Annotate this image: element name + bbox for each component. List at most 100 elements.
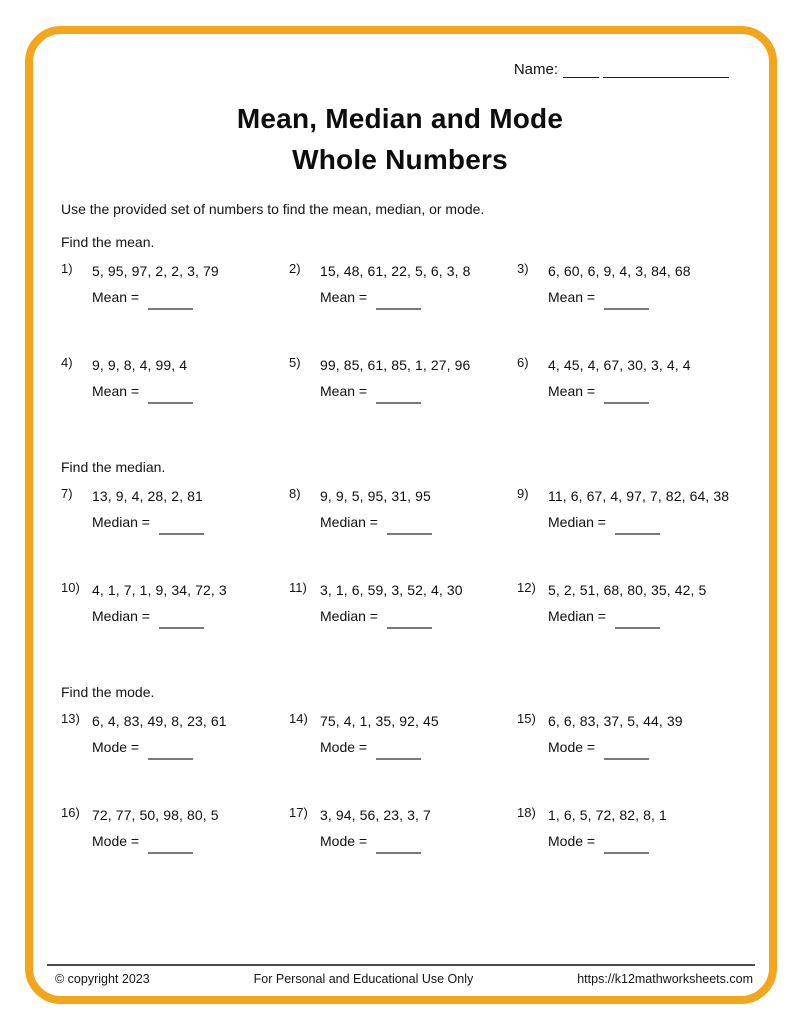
- answer-label: Mode =: [548, 833, 596, 849]
- answer-blank[interactable]: [148, 298, 194, 310]
- problem-5: 5) 99, 85, 61, 85, 1, 27, 96 Mean =: [289, 355, 517, 404]
- name-label: Name:: [513, 61, 558, 78]
- website-url: https://k12mathworksheets.com: [577, 972, 753, 986]
- number-set: 5, 95, 97, 2, 2, 3, 79: [92, 263, 219, 279]
- answer-label: Median =: [320, 608, 378, 624]
- problem-7: 7) 13, 9, 4, 28, 2, 81 Median =: [61, 486, 289, 535]
- problem-number: 7): [61, 486, 73, 501]
- answer-label: Median =: [92, 514, 150, 530]
- problem-13: 13) 6, 4, 83, 49, 8, 23, 61 Mode =: [61, 711, 289, 760]
- answer-blank[interactable]: [376, 298, 422, 310]
- answer-label: Mean =: [92, 289, 140, 305]
- number-set: 6, 60, 6, 9, 4, 3, 84, 68: [548, 263, 691, 279]
- number-set: 15, 48, 61, 22, 5, 6, 3, 8: [320, 263, 471, 279]
- problem-number: 6): [517, 355, 529, 370]
- problem-number: 17): [289, 805, 308, 820]
- answer-blank[interactable]: [148, 748, 194, 760]
- answer-blank[interactable]: [614, 523, 660, 535]
- problem-number: 4): [61, 355, 73, 370]
- answer-blank[interactable]: [386, 523, 432, 535]
- section-find-mode: Find the mode. 13) 6, 4, 83, 49, 8, 23, …: [61, 684, 739, 854]
- number-set: 4, 45, 4, 67, 30, 3, 4, 4: [548, 357, 691, 373]
- problem-16: 16) 72, 77, 50, 98, 80, 5 Mode =: [61, 805, 289, 854]
- worksheet-title: Mean, Median and Mode Whole Numbers: [61, 98, 739, 180]
- answer-label: Median =: [548, 608, 606, 624]
- problem-8: 8) 9, 9, 5, 95, 31, 95 Median =: [289, 486, 517, 535]
- problem-number: 13): [61, 711, 80, 726]
- number-set: 99, 85, 61, 85, 1, 27, 96: [320, 357, 471, 373]
- section-find-mean: Find the mean. 1) 5, 95, 97, 2, 2, 3, 79…: [61, 234, 739, 404]
- answer-label: Mode =: [548, 739, 596, 755]
- answer-label: Mean =: [548, 289, 596, 305]
- section-find-median: Find the median. 7) 13, 9, 4, 28, 2, 81 …: [61, 459, 739, 629]
- problem-number: 8): [289, 486, 301, 501]
- name-input-line[interactable]: [563, 60, 729, 78]
- problem-grid: 13) 6, 4, 83, 49, 8, 23, 61 Mode = 14) 7…: [61, 711, 739, 854]
- answer-blank[interactable]: [158, 617, 204, 629]
- number-set: 5, 2, 51, 68, 80, 35, 42, 5: [548, 582, 707, 598]
- section-heading: Find the mean.: [61, 234, 155, 250]
- answer-blank[interactable]: [604, 842, 650, 854]
- problem-18: 18) 1, 6, 5, 72, 82, 8, 1 Mode =: [517, 805, 739, 854]
- number-set: 1, 6, 5, 72, 82, 8, 1: [548, 807, 667, 823]
- number-set: 9, 9, 5, 95, 31, 95: [320, 488, 431, 504]
- answer-label: Mode =: [320, 739, 368, 755]
- problem-number: 14): [289, 711, 308, 726]
- footer-divider: [47, 964, 755, 966]
- problem-number: 11): [289, 580, 307, 595]
- problem-11: 11) 3, 1, 6, 59, 3, 52, 4, 30 Median =: [289, 580, 517, 629]
- problem-grid: 7) 13, 9, 4, 28, 2, 81 Median = 8) 9, 9,…: [61, 486, 739, 629]
- name-row: Name:: [61, 60, 739, 78]
- number-set: 72, 77, 50, 98, 80, 5: [92, 807, 219, 823]
- problem-15: 15) 6, 6, 83, 37, 5, 44, 39 Mode =: [517, 711, 739, 760]
- answer-blank[interactable]: [148, 392, 194, 404]
- answer-blank[interactable]: [604, 298, 650, 310]
- number-set: 6, 4, 83, 49, 8, 23, 61: [92, 713, 227, 729]
- answer-blank[interactable]: [376, 748, 422, 760]
- number-set: 13, 9, 4, 28, 2, 81: [92, 488, 203, 504]
- problem-10: 10) 4, 1, 7, 1, 9, 34, 72, 3 Median =: [61, 580, 289, 629]
- problem-number: 5): [289, 355, 301, 370]
- number-set: 6, 6, 83, 37, 5, 44, 39: [548, 713, 683, 729]
- problem-number: 10): [61, 580, 80, 595]
- answer-blank[interactable]: [148, 842, 194, 854]
- number-set: 3, 94, 56, 23, 3, 7: [320, 807, 431, 823]
- problem-number: 12): [517, 580, 536, 595]
- problem-4: 4) 9, 9, 8, 4, 99, 4 Mean =: [61, 355, 289, 404]
- problem-number: 16): [61, 805, 80, 820]
- answer-label: Mode =: [92, 739, 140, 755]
- answer-label: Mean =: [548, 383, 596, 399]
- answer-blank[interactable]: [386, 617, 432, 629]
- answer-label: Median =: [320, 514, 378, 530]
- problem-9: 9) 11, 6, 67, 4, 97, 7, 82, 64, 38 Media…: [517, 486, 739, 535]
- answer-blank[interactable]: [604, 392, 650, 404]
- answer-label: Mode =: [92, 833, 140, 849]
- copyright-text: © copyright 2023: [55, 972, 150, 986]
- answer-blank[interactable]: [158, 523, 204, 535]
- answer-blank[interactable]: [614, 617, 660, 629]
- name-blank-segment: [563, 62, 599, 78]
- problem-number: 18): [517, 805, 536, 820]
- section-heading: Find the median.: [61, 459, 166, 475]
- answer-blank[interactable]: [376, 392, 422, 404]
- name-blank-segment: [603, 62, 729, 78]
- problem-6: 6) 4, 45, 4, 67, 30, 3, 4, 4 Mean =: [517, 355, 739, 404]
- problem-grid: 1) 5, 95, 97, 2, 2, 3, 79 Mean = 2) 15, …: [61, 261, 739, 404]
- problem-1: 1) 5, 95, 97, 2, 2, 3, 79 Mean =: [61, 261, 289, 310]
- number-set: 3, 1, 6, 59, 3, 52, 4, 30: [320, 582, 463, 598]
- worksheet-page: Name: Mean, Median and Mode Whole Number…: [25, 26, 777, 1004]
- problem-number: 9): [517, 486, 529, 501]
- answer-blank[interactable]: [604, 748, 650, 760]
- problem-number: 3): [517, 261, 529, 276]
- usage-text: For Personal and Educational Use Only: [253, 972, 474, 986]
- worksheet-title-line2: Whole Numbers: [292, 144, 508, 175]
- problem-number: 15): [517, 711, 536, 726]
- footer: © copyright 2023 For Personal and Educat…: [47, 964, 755, 986]
- problem-2: 2) 15, 48, 61, 22, 5, 6, 3, 8 Mean =: [289, 261, 517, 310]
- problem-number: 2): [289, 261, 301, 276]
- answer-label: Median =: [92, 608, 150, 624]
- problem-14: 14) 75, 4, 1, 35, 92, 45 Mode =: [289, 711, 517, 760]
- answer-blank[interactable]: [376, 842, 422, 854]
- number-set: 9, 9, 8, 4, 99, 4: [92, 357, 188, 373]
- answer-label: Median =: [548, 514, 606, 530]
